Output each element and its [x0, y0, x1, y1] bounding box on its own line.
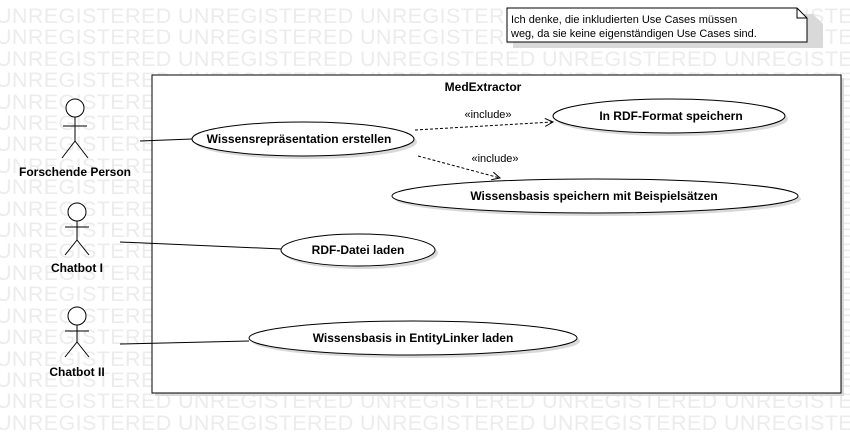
include-arrow-beispielsaetze[interactable]: [417, 155, 500, 178]
actor-chatbot-1[interactable]: Chatbot I: [51, 202, 103, 275]
association-chatbot-1[interactable]: [119, 241, 283, 250]
use-case-entitylinker[interactable]: Wissensbasis in EntityLinker laden: [248, 320, 580, 358]
actor-chatbot-2[interactable]: Chatbot II: [49, 306, 105, 379]
use-case-label: In RDF-Format speichern: [599, 109, 742, 123]
actor-label: Chatbot II: [49, 365, 104, 379]
include-label-2: «include»: [471, 153, 518, 165]
actor-forschende-person[interactable]: Forschende Person: [19, 98, 131, 179]
note-line-2: weg, da sie keine eigenständigen Use Cas…: [510, 28, 757, 40]
use-case-label: Wissensbasis speichern mit Beispielsätze…: [470, 189, 717, 203]
use-case-beispielsaetze[interactable]: Wissensbasis speichern mit Beispielsätze…: [391, 178, 801, 216]
use-case-label: RDF-Datei laden: [312, 243, 405, 257]
stick-figure-icon: [64, 306, 90, 358]
note[interactable]: Ich denke, die inkludierten Use Cases mü…: [506, 7, 823, 48]
association-forschende-person[interactable]: [139, 138, 193, 142]
include-arrow-rdf-format[interactable]: [414, 122, 553, 131]
actor-label: Forschende Person: [19, 165, 131, 179]
system-title: MedExtractor: [445, 80, 522, 94]
use-case-label: Wissensbasis in EntityLinker laden: [313, 331, 514, 345]
use-case-label: Wissensrepräsentation erstellen: [207, 132, 392, 146]
use-case-rdf-format[interactable]: In RDF-Format speichern: [552, 98, 788, 136]
include-label-1: «include»: [464, 109, 511, 121]
use-case-wissensrepraesentation[interactable]: Wissensrepräsentation erstellen: [191, 121, 417, 159]
stick-figure-icon: [64, 202, 90, 256]
association-chatbot-2[interactable]: [119, 340, 250, 345]
use-case-rdf-laden[interactable]: RDF-Datei laden: [280, 233, 438, 269]
note-line-1: Ich denke, die inkludierten Use Cases mü…: [511, 14, 737, 26]
stick-figure-icon: [61, 98, 89, 159]
actor-label: Chatbot I: [51, 261, 103, 275]
